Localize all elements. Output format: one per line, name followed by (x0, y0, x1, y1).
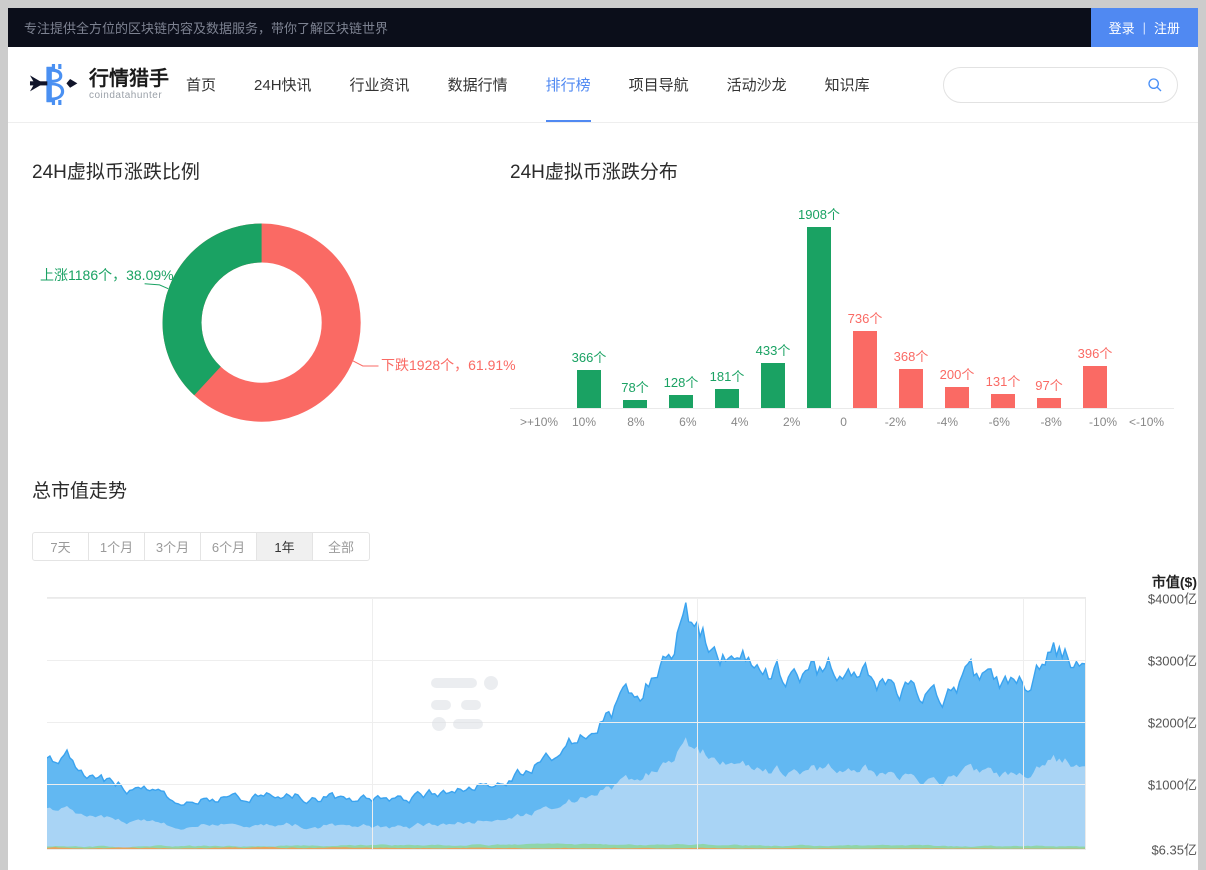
svg-text:上涨1186个，38.09%: 上涨1186个，38.09% (40, 267, 174, 283)
svg-text:下跌1928个，61.91%: 下跌1928个，61.91% (381, 357, 516, 373)
